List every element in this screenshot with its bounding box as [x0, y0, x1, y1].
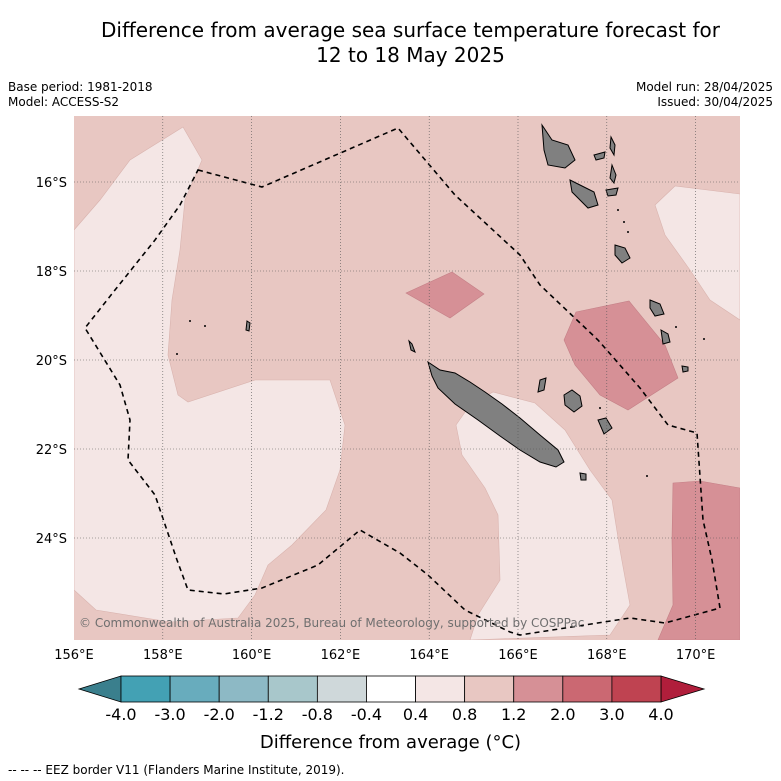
- colorbar-tick-label: 0.4: [403, 705, 428, 724]
- colorbar-over-arrow: [660, 675, 706, 703]
- loyalty-island-1: [563, 389, 583, 413]
- colorbar-boxes: [120, 675, 662, 703]
- islet: [646, 475, 648, 477]
- colorbar-tick-label: -0.8: [302, 705, 333, 724]
- anomaly-band-0.4-0.8-south: [455, 391, 631, 640]
- colorbar-box: [218, 675, 269, 703]
- colorbar-under-arrow: [77, 675, 122, 703]
- islet: [627, 231, 629, 233]
- anomaly-band-0.4-0.8-west: [74, 126, 346, 623]
- longitude-labels: 156°E 158°E 160°E 162°E 164°E 166°E 168°…: [54, 648, 715, 663]
- colorbar-tick-label: -3.0: [154, 705, 185, 724]
- latitude-labels: 16°S 18°S 20°S 22°S 24°S: [36, 176, 67, 547]
- islet: [703, 338, 705, 340]
- lat-label: 18°S: [36, 265, 67, 280]
- colorbar-box: [366, 675, 416, 703]
- land: [245, 123, 689, 481]
- lon-label: 158°E: [143, 648, 183, 663]
- vanuatu-ambrym: [605, 187, 619, 197]
- small-island-2: [579, 472, 587, 481]
- title-line-2: 12 to 18 May 2025: [316, 43, 505, 67]
- islet: [189, 320, 191, 322]
- small-island-1: [408, 339, 416, 354]
- vanuatu-efate: [614, 244, 631, 264]
- lon-label: 168°E: [587, 648, 627, 663]
- colorbar-box: [562, 675, 613, 703]
- vanuatu-erromango: [649, 299, 665, 317]
- colorbar-box: [120, 675, 171, 703]
- vanuatu-tanna: [660, 329, 671, 345]
- lon-label: 156°E: [54, 648, 94, 663]
- colorbar-tick-label: 3.0: [599, 705, 624, 724]
- colorbar: -4.0 -3.0 -2.0 -1.2 -0.8 -0.4 0.4 0.8 1.2 2.0 3.0 4…: [77, 675, 706, 724]
- colorbar-tick-label: -0.4: [351, 705, 382, 724]
- colorbar-tick-label: 2.0: [550, 705, 575, 724]
- meta-right: Model run: 28/04/2025 Issued: 30/04/2025: [636, 80, 773, 110]
- map-plot-area: © Commonwealth of Australia 2025, Bureau…: [74, 116, 740, 640]
- vanuatu-aneityum: [681, 365, 689, 373]
- colorbar-box: [316, 675, 367, 703]
- model-name: Model: ACCESS-S2: [8, 95, 120, 109]
- colorbar-tick-label: -1.2: [253, 705, 284, 724]
- lon-label: 164°E: [409, 648, 449, 663]
- islet: [623, 221, 625, 223]
- lon-label: 166°E: [498, 648, 538, 663]
- islet: [675, 326, 677, 328]
- vanuatu-epi: [609, 163, 617, 185]
- vanuatu-malekula: [569, 179, 599, 209]
- new-caledonia-island: [427, 360, 565, 468]
- islet: [176, 353, 178, 355]
- colorbar-tick-label: 4.0: [648, 705, 673, 724]
- colorbar-tick-label: 1.2: [501, 705, 526, 724]
- colorbar-ticks: -4.0 -3.0 -2.0 -1.2 -0.8 -0.4 0.4 0.8 1.2 2.0 3.0 4…: [105, 705, 673, 724]
- vanuatu-pentecost: [609, 135, 616, 157]
- chart-title: Difference from average sea surface temp…: [0, 18, 781, 68]
- loyalty-island-2: [597, 417, 613, 435]
- islet: [599, 407, 601, 409]
- islet: [204, 325, 206, 327]
- colorbar-tick-label: 0.8: [452, 705, 477, 724]
- title-line-1: Difference from average sea surface temp…: [100, 18, 720, 42]
- eez-border: [84, 127, 721, 636]
- issued-date: Issued: 30/04/2025: [657, 95, 773, 109]
- anomaly-band-1.2-2.0-southeast: [657, 480, 740, 640]
- lat-label: 20°S: [36, 354, 67, 369]
- lat-label: 22°S: [36, 443, 67, 458]
- colorbar-box: [169, 675, 220, 703]
- colorbar-box: [611, 675, 662, 703]
- colorbar-tick-label: -4.0: [105, 705, 136, 724]
- colorbar-box: [415, 675, 466, 703]
- colorbar-label: Difference from average (°C): [259, 732, 522, 753]
- lat-label: 16°S: [36, 176, 67, 191]
- anomaly-band-1.2-2.0-east: [563, 300, 679, 411]
- lon-label: 160°E: [232, 648, 272, 663]
- graticule: [74, 116, 740, 640]
- loyalty-island-3: [537, 377, 547, 393]
- model-run: Model run: 28/04/2025: [635, 80, 773, 94]
- colorbar-box: [513, 675, 564, 703]
- colorbar-box: [267, 675, 318, 703]
- lon-label: 162°E: [321, 648, 361, 663]
- colorbar-box: [464, 675, 515, 703]
- lat-label: 24°S: [36, 532, 67, 547]
- chesterfield-island: [245, 320, 251, 332]
- vanuatu-ambae: [593, 151, 606, 161]
- lon-label: 170°E: [676, 648, 716, 663]
- colorbar-tick-label: -2.0: [204, 705, 235, 724]
- islet: [617, 209, 619, 211]
- vanuatu-espiritu-santo: [541, 123, 576, 169]
- base-period: Base period: 1981-2018: [8, 80, 153, 94]
- copyright-note: © Commonwealth of Australia 2025, Bureau…: [79, 616, 584, 630]
- meta-left: Base period: 1981-2018 Model: ACCESS-S2: [8, 80, 153, 110]
- eez-footnote: -- -- -- EEZ border V11 (Flanders Marine…: [8, 763, 345, 777]
- anomaly-band-0.4-0.8-northeast: [654, 185, 740, 321]
- islets: [176, 209, 705, 477]
- anomaly-band-1.2-2.0-diamond: [405, 271, 485, 319]
